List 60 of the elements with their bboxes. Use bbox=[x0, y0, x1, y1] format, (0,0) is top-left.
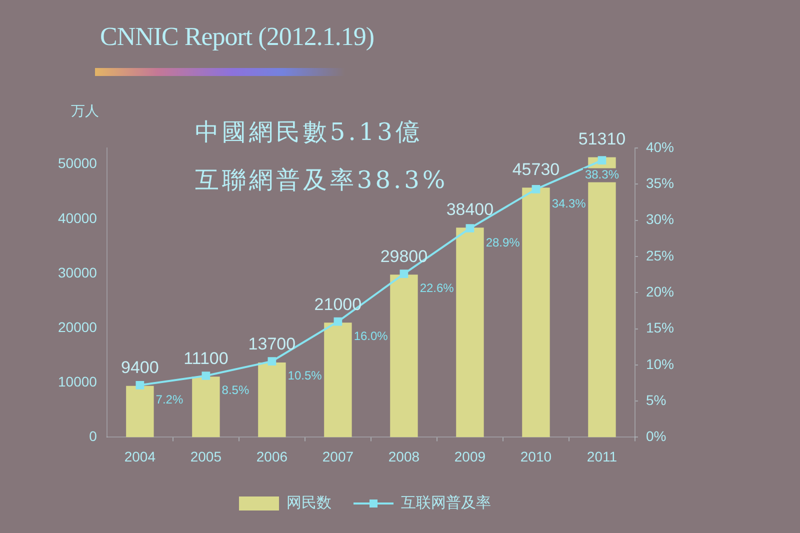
x-tick-label: 2005 bbox=[190, 448, 222, 464]
point bbox=[136, 380, 144, 390]
y-axis-title: 万人 bbox=[70, 104, 99, 120]
data-label: 13700 bbox=[248, 334, 296, 354]
data-label: 7.2% bbox=[156, 392, 184, 406]
y2-tick-label: 15% bbox=[646, 320, 674, 336]
y-tick-label: 10000 bbox=[58, 373, 98, 390]
bar bbox=[126, 386, 154, 438]
data-label: 28.9% bbox=[486, 236, 520, 250]
x-tick-label: 2006 bbox=[256, 448, 288, 464]
data-label: 8.5% bbox=[222, 383, 250, 398]
data-label: 22.6% bbox=[420, 281, 454, 296]
y2-tick-label: 0% bbox=[646, 428, 666, 444]
y2-tick-label: 5% bbox=[646, 392, 666, 408]
data-label: 11100 bbox=[184, 348, 228, 368]
x-tick-label: 2004 bbox=[124, 448, 156, 464]
x-tick-label: 2010 bbox=[520, 448, 552, 464]
y2-tick-label: 30% bbox=[646, 211, 674, 228]
data-label: 34.3% bbox=[552, 196, 586, 211]
bar bbox=[258, 362, 286, 438]
x-tick-label: 2008 bbox=[388, 448, 420, 464]
point bbox=[532, 185, 540, 194]
data-label: 38400 bbox=[446, 200, 494, 219]
data-label: 29800 bbox=[380, 246, 428, 266]
y2-tick-label: 10% bbox=[646, 356, 674, 372]
data-label: 9400 bbox=[121, 358, 159, 378]
point bbox=[598, 156, 606, 164]
x-tick-label: 2007 bbox=[322, 448, 354, 464]
y-tick-label: 20000 bbox=[58, 318, 98, 335]
y-tick-label: 0 bbox=[89, 428, 98, 444]
point bbox=[268, 357, 276, 366]
bar bbox=[390, 274, 418, 438]
point bbox=[466, 224, 474, 232]
point bbox=[334, 317, 342, 326]
x-tick-label: 2009 bbox=[454, 448, 486, 464]
y2-tick-label: 25% bbox=[646, 247, 674, 264]
data-label: 21000 bbox=[314, 294, 362, 314]
bar bbox=[456, 228, 484, 438]
point bbox=[400, 270, 408, 278]
point bbox=[202, 372, 210, 380]
annotation: 互聯網普及率38.3% bbox=[194, 166, 448, 194]
legend-label: 互联网普及率 bbox=[401, 493, 491, 512]
y2-tick-label: 40% bbox=[646, 138, 674, 155]
data-label: 51310 bbox=[578, 129, 626, 148]
data-label: 10.5% bbox=[288, 368, 322, 383]
data-label: 38.3% bbox=[584, 168, 620, 182]
y2-tick-label: 20% bbox=[646, 283, 674, 300]
y-tick-label: 40000 bbox=[58, 210, 98, 226]
y-tick-label: 30000 bbox=[58, 264, 98, 280]
bar bbox=[522, 188, 550, 438]
data-label: 45730 bbox=[512, 160, 560, 179]
bar bbox=[192, 376, 220, 438]
x-tick-label: 2011 bbox=[586, 448, 618, 464]
y2-tick-label: 35% bbox=[646, 175, 674, 192]
text: 中國網民數5.13億 bbox=[194, 118, 422, 146]
legend-label: 网民数 bbox=[286, 493, 332, 512]
y-tick-label: 50000 bbox=[58, 155, 98, 172]
bar bbox=[324, 322, 352, 438]
data-label: 16.0% bbox=[354, 328, 388, 343]
chart-title: CNNIC Report (2012.1.19) bbox=[100, 22, 374, 52]
